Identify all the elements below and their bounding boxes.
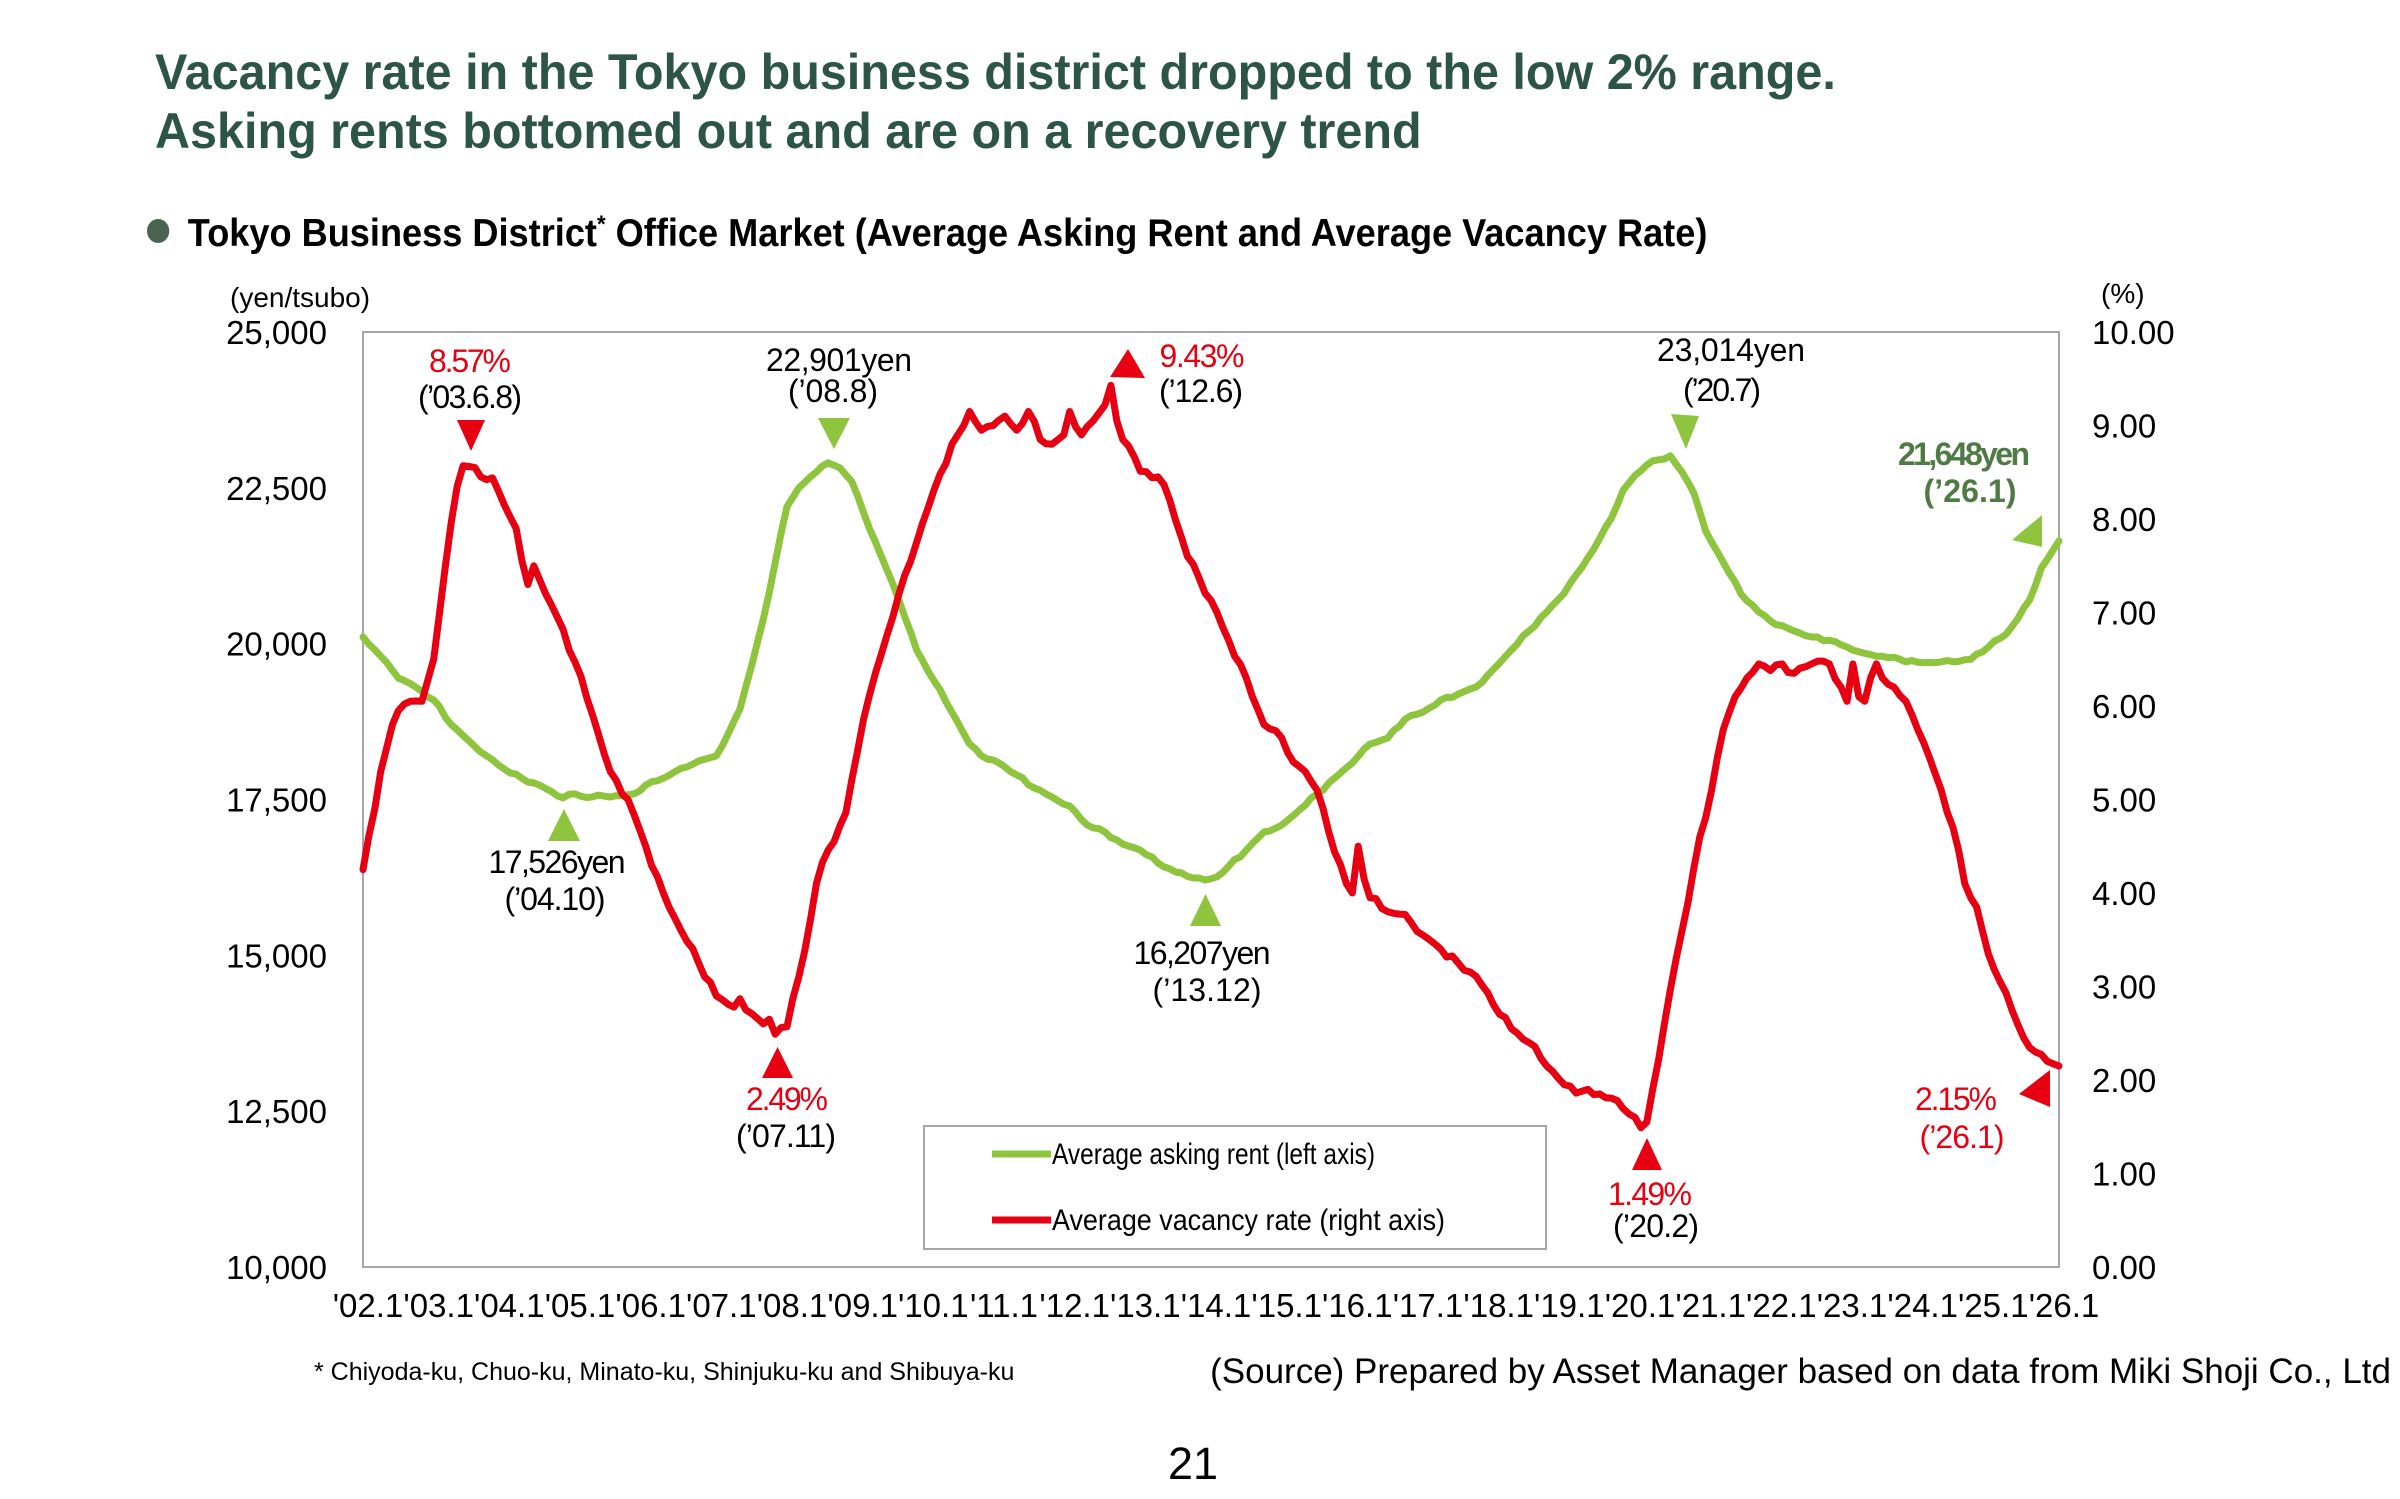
svg-text:10.00: 10.00 xyxy=(2092,314,2175,351)
svg-text:3.00: 3.00 xyxy=(2092,969,2156,1006)
svg-text:1.49%: 1.49% xyxy=(1608,1176,1692,1212)
svg-text:'16.1: '16.1 xyxy=(1322,1287,1393,1324)
svg-text:'11.1: '11.1 xyxy=(970,1287,1038,1324)
svg-text:(yen/tsubo): (yen/tsubo) xyxy=(230,282,370,313)
svg-text:'08.1: '08.1 xyxy=(757,1287,828,1324)
svg-text:Average asking rent (left axis: Average asking rent (left axis) xyxy=(1052,1138,1375,1171)
svg-text:(’08.8): (’08.8) xyxy=(788,373,878,409)
svg-text:2.00: 2.00 xyxy=(2092,1062,2156,1099)
svg-text:10,000: 10,000 xyxy=(226,1249,327,1286)
svg-text:23,014yen: 23,014yen xyxy=(1657,332,1805,368)
svg-text:22,500: 22,500 xyxy=(226,470,327,507)
svg-text:(’07.11): (’07.11) xyxy=(736,1118,836,1154)
svg-text:22,901yen: 22,901yen xyxy=(766,342,912,378)
svg-text:8.57%: 8.57% xyxy=(429,343,511,379)
svg-text:17,526yen: 17,526yen xyxy=(489,844,626,880)
svg-text:8.00: 8.00 xyxy=(2092,501,2156,538)
svg-text:'03.1: '03.1 xyxy=(403,1287,474,1324)
svg-text:21,648yen: 21,648yen xyxy=(1898,436,2030,472)
svg-text:'24.1: '24.1 xyxy=(1887,1287,1958,1324)
svg-text:(’03.6.8): (’03.6.8) xyxy=(418,379,522,415)
svg-text:16,207yen: 16,207yen xyxy=(1134,935,1271,971)
svg-text:12,500: 12,500 xyxy=(226,1093,327,1130)
svg-text:Average vacancy rate (right ax: Average vacancy rate (right axis) xyxy=(1052,1204,1445,1237)
svg-text:(’13.12): (’13.12) xyxy=(1153,972,1262,1008)
svg-text:5.00: 5.00 xyxy=(2092,782,2156,819)
svg-text:'06.1: '06.1 xyxy=(615,1287,686,1324)
svg-text:'13.1: '13.1 xyxy=(1110,1287,1181,1324)
svg-text:15,000: 15,000 xyxy=(226,937,327,974)
svg-text:25,000: 25,000 xyxy=(226,314,327,351)
svg-text:'07.1: '07.1 xyxy=(686,1287,757,1324)
svg-text:1.00: 1.00 xyxy=(2092,1156,2156,1193)
svg-text:17,500: 17,500 xyxy=(226,782,327,819)
svg-text:(’12.6): (’12.6) xyxy=(1159,373,1243,409)
svg-text:'26.1: '26.1 xyxy=(2029,1287,2100,1324)
svg-text:(%): (%) xyxy=(2101,278,2145,309)
svg-text:7.00: 7.00 xyxy=(2092,595,2156,632)
svg-text:(’26.1): (’26.1) xyxy=(1924,473,2017,509)
svg-text:'23.1: '23.1 xyxy=(1817,1287,1888,1324)
svg-text:(’20.2): (’20.2) xyxy=(1613,1208,1699,1244)
svg-text:'14.1: '14.1 xyxy=(1181,1287,1252,1324)
svg-text:'09.1: '09.1 xyxy=(827,1287,898,1324)
svg-text:'19.1: '19.1 xyxy=(1534,1287,1605,1324)
svg-text:'21.1: '21.1 xyxy=(1675,1287,1746,1324)
svg-text:(’20.7): (’20.7) xyxy=(1683,372,1761,408)
svg-text:'18.1: '18.1 xyxy=(1463,1287,1534,1324)
svg-text:'17.1: '17.1 xyxy=(1393,1287,1464,1324)
svg-text:20,000: 20,000 xyxy=(226,626,327,663)
svg-text:'22.1: '22.1 xyxy=(1746,1287,1817,1324)
svg-text:'20.1: '20.1 xyxy=(1605,1287,1676,1324)
svg-text:'10.1: '10.1 xyxy=(898,1287,969,1324)
svg-text:(’04.10): (’04.10) xyxy=(505,881,606,917)
svg-text:2.49%: 2.49% xyxy=(746,1081,828,1117)
svg-text:'25.1: '25.1 xyxy=(1958,1287,2029,1324)
svg-text:2.15%: 2.15% xyxy=(1915,1081,1997,1117)
svg-text:0.00: 0.00 xyxy=(2092,1249,2156,1286)
svg-text:9.43%: 9.43% xyxy=(1160,338,1245,374)
svg-text:9.00: 9.00 xyxy=(2092,408,2156,445)
svg-text:'04.1: '04.1 xyxy=(474,1287,545,1324)
svg-text:'05.1: '05.1 xyxy=(545,1287,616,1324)
svg-text:6.00: 6.00 xyxy=(2092,688,2156,725)
svg-text:(’26.1): (’26.1) xyxy=(1920,1119,2005,1155)
svg-text:4.00: 4.00 xyxy=(2092,875,2156,912)
svg-text:'12.1: '12.1 xyxy=(1039,1287,1110,1324)
svg-text:'02.1: '02.1 xyxy=(333,1287,404,1324)
svg-text:'15.1: '15.1 xyxy=(1251,1287,1322,1324)
